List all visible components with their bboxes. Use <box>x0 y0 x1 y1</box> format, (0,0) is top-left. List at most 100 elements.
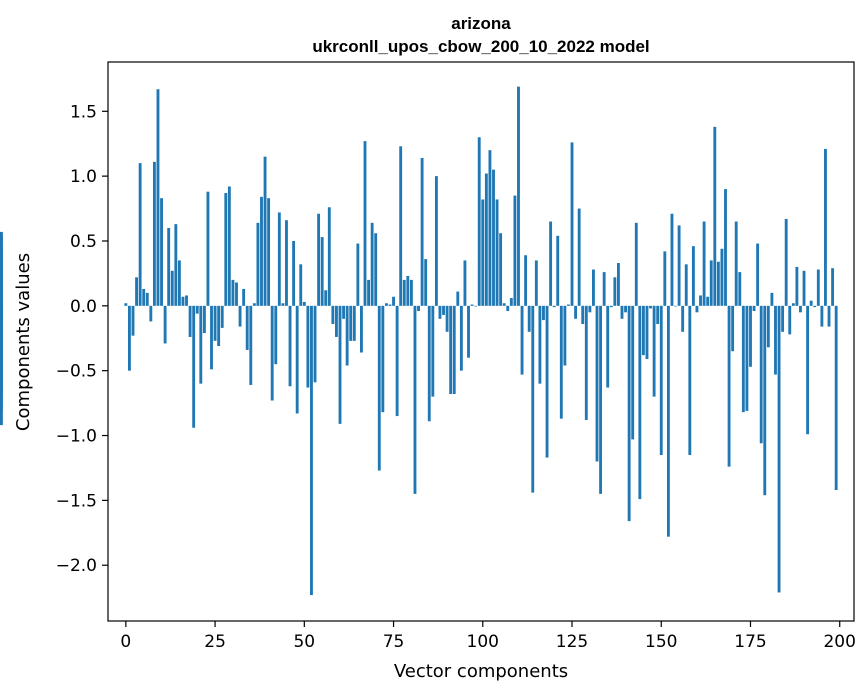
bar-component-129 <box>584 305 588 420</box>
bar-component-73 <box>384 303 388 306</box>
bar-component-155 <box>677 225 681 306</box>
bar-component-172 <box>738 272 742 306</box>
bar-component-146 <box>645 305 649 360</box>
bar-component-15 <box>177 260 181 306</box>
bar-component-52 <box>310 305 313 596</box>
bar-component-undefined <box>0 235 3 306</box>
bar-component-162 <box>702 221 706 306</box>
bar-component-168 <box>724 189 727 306</box>
bar-component-83 <box>420 157 424 306</box>
bar-component-113 <box>527 305 531 332</box>
bar-component-110 <box>517 86 520 306</box>
bar-component-190 <box>802 270 806 306</box>
bar-component-93 <box>456 291 460 306</box>
bar-component-153 <box>670 213 674 306</box>
x-tick-label: 125 <box>556 632 588 652</box>
bar-component-112 <box>524 255 528 306</box>
bar-component-169 <box>727 305 731 467</box>
bar-component-74 <box>388 304 392 306</box>
bar-component-96 <box>467 305 470 358</box>
bar-component-152 <box>666 305 670 537</box>
bar-component-105 <box>499 233 503 306</box>
bar-component-134 <box>602 272 606 306</box>
bar-component-16 <box>181 296 185 306</box>
bar-component-42 <box>274 305 278 365</box>
bar-component-188 <box>795 266 799 306</box>
chart-subtitle: ukrconll_upos_cbow_200_10_2022 model <box>312 37 649 56</box>
bar-component-65 <box>356 243 360 306</box>
bar-component-63 <box>349 305 353 341</box>
bar-component-114 <box>531 305 535 493</box>
bar-component-69 <box>370 222 374 306</box>
bar-component-196 <box>824 148 827 306</box>
bar-component-45 <box>285 220 288 306</box>
bar-component-49 <box>299 264 303 306</box>
bar-component-119 <box>549 221 553 306</box>
bar-component-195 <box>820 305 824 327</box>
bar-component-14 <box>174 224 178 306</box>
bar-component-17 <box>185 295 188 306</box>
bars-group <box>0 86 838 596</box>
bar-component-37 <box>256 222 260 306</box>
bar-component-149 <box>656 305 660 324</box>
bar-component-79 <box>406 276 410 306</box>
y-tick-label: 0.5 <box>70 232 97 252</box>
bar-component-192 <box>809 300 813 306</box>
bar-component-7 <box>149 305 153 322</box>
bar-component-100 <box>481 199 485 306</box>
bar-component-85 <box>427 305 431 422</box>
bar-component-174 <box>745 305 749 411</box>
bar-component-36 <box>252 303 256 306</box>
bar-component-0 <box>124 303 128 306</box>
y-tick-label: 0.0 <box>70 297 97 317</box>
bar-component-92 <box>452 305 456 395</box>
x-tick-label: 150 <box>645 632 677 652</box>
bar-component-90 <box>445 305 449 332</box>
bar-component-60 <box>338 305 342 424</box>
x-tick-label: 100 <box>467 632 499 652</box>
x-axis-label: Vector components <box>394 661 568 682</box>
bar-component-157 <box>684 264 688 306</box>
bar-component-50 <box>302 301 306 306</box>
bar-component-41 <box>270 305 274 401</box>
bar-component-125 <box>570 142 574 306</box>
bar-component-32 <box>238 305 242 327</box>
bar-component-39 <box>263 156 267 306</box>
bar-component-3 <box>135 277 138 306</box>
bar-component-25 <box>213 305 217 341</box>
x-tick-label: 0 <box>120 632 131 652</box>
bar-component-40 <box>267 198 271 306</box>
bar-component-12 <box>167 228 171 306</box>
bar-component-123 <box>563 305 567 366</box>
bar-component-55 <box>320 237 324 306</box>
bar-component-13 <box>170 270 174 306</box>
bar-component-9 <box>156 89 160 306</box>
bar-component-30 <box>231 279 235 306</box>
bar-component-171 <box>734 221 738 306</box>
bar-component-88 <box>438 305 442 319</box>
bar-component-undefined <box>0 305 3 410</box>
bar-component-138 <box>616 263 620 306</box>
bar-component-62 <box>345 305 349 366</box>
y-axis-label: Components values <box>13 253 34 431</box>
x-tick-label: 75 <box>383 632 405 652</box>
bar-component-76 <box>395 305 399 417</box>
bar-component-84 <box>424 259 428 306</box>
bar-component-11 <box>163 305 167 344</box>
bar-component-181 <box>770 292 774 306</box>
bar-component-104 <box>495 199 499 306</box>
y-tick-label: −0.5 <box>56 362 97 382</box>
bar-component-1 <box>127 305 131 371</box>
y-tick-label: 1.5 <box>70 102 97 122</box>
bar-component-87 <box>434 176 438 306</box>
bar-component-91 <box>449 305 453 395</box>
bar-component-26 <box>217 305 221 347</box>
bar-component-10 <box>160 198 163 306</box>
bar-component-189 <box>799 305 802 313</box>
bar-component-35 <box>249 305 253 385</box>
bar-component-51 <box>306 305 310 388</box>
bar-component-77 <box>399 146 403 306</box>
bar-component-78 <box>402 279 406 306</box>
y-axis-ticks: −2.0 −1.5 −1.0 −0.5 0.0 0.5 1.0 1.5 <box>56 102 108 576</box>
